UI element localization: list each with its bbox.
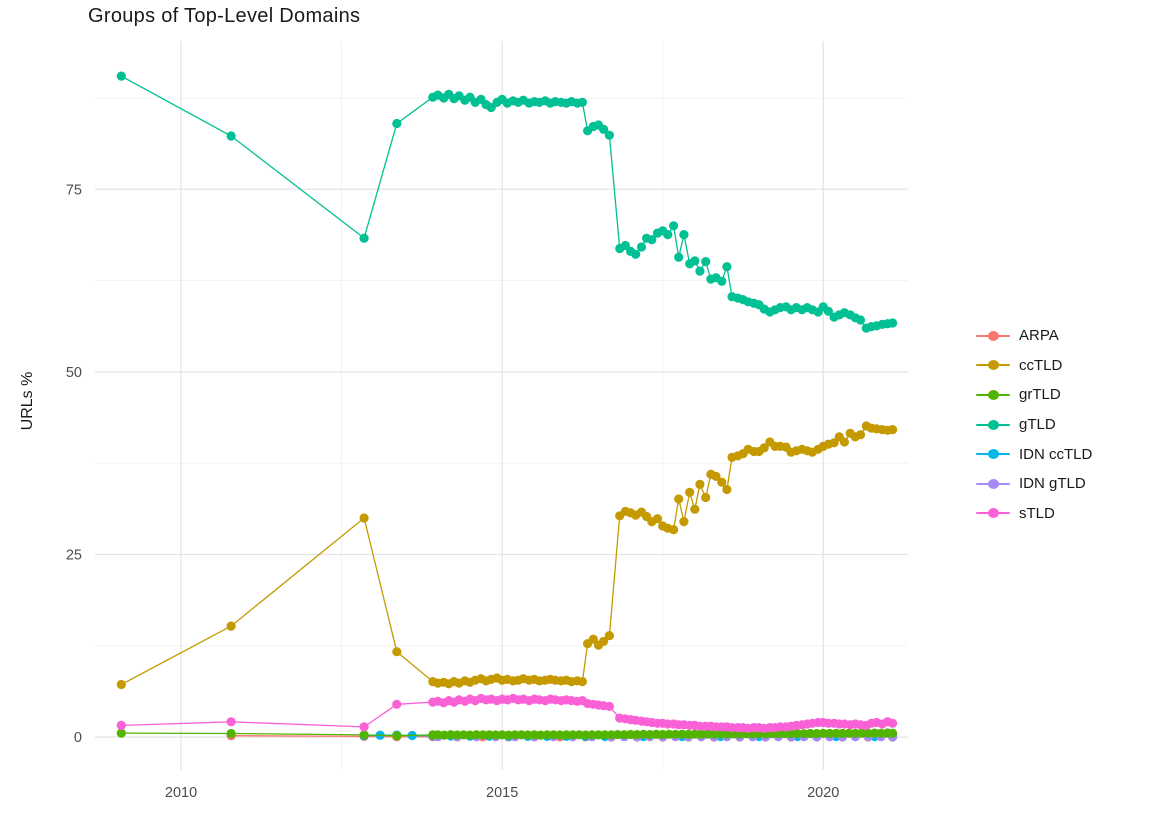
svg-text:0: 0 xyxy=(74,730,82,746)
series-gtld xyxy=(116,71,898,333)
legend-label: ccTLD xyxy=(1019,356,1063,374)
x-axis-tick-labels: 2010 2015 2020 xyxy=(165,785,839,801)
legend-key-icon xyxy=(976,359,1010,371)
legend-item-idn-cctld: IDN ccTLD xyxy=(976,439,1092,469)
series-cctld xyxy=(116,421,898,690)
legend-item-idn-gtld: IDN gTLD xyxy=(976,469,1092,499)
legend-label: gTLD xyxy=(1019,416,1056,434)
y-axis-title: URLs % xyxy=(19,371,36,431)
legend-item-cctld: ccTLD xyxy=(976,351,1092,381)
legend-key-icon xyxy=(976,389,1010,401)
legend-key-icon xyxy=(976,448,1010,460)
legend-item-grtld: grTLD xyxy=(976,380,1092,410)
legend-key-icon xyxy=(976,330,1010,342)
legend-item-arpa: ARPA xyxy=(976,321,1092,351)
y-axis-tick-labels: 0 25 50 75 xyxy=(66,182,82,746)
legend-label: IDN ccTLD xyxy=(1019,445,1093,463)
svg-text:2010: 2010 xyxy=(165,785,197,801)
svg-text:2020: 2020 xyxy=(807,785,839,801)
series-stld xyxy=(116,693,898,734)
legend-key-icon xyxy=(976,419,1010,431)
chart-title: Groups of Top-Level Domains xyxy=(88,5,361,27)
major-gridlines xyxy=(95,41,908,770)
legend-label: IDN gTLD xyxy=(1019,475,1086,493)
legend-item-stld: sTLD xyxy=(976,499,1092,529)
svg-text:50: 50 xyxy=(66,365,82,381)
svg-text:25: 25 xyxy=(66,548,82,564)
legend-label: sTLD xyxy=(1019,504,1055,522)
legend-item-gtld: gTLD xyxy=(976,410,1092,440)
legend-key-icon xyxy=(976,478,1010,490)
svg-text:2015: 2015 xyxy=(486,785,518,801)
legend: ARPA ccTLD grTLD gTLD IDN ccTLD xyxy=(976,321,1092,528)
svg-text:75: 75 xyxy=(66,182,82,198)
legend-label: grTLD xyxy=(1019,386,1061,404)
legend-label: ARPA xyxy=(1019,327,1059,345)
legend-key-icon xyxy=(976,507,1010,519)
